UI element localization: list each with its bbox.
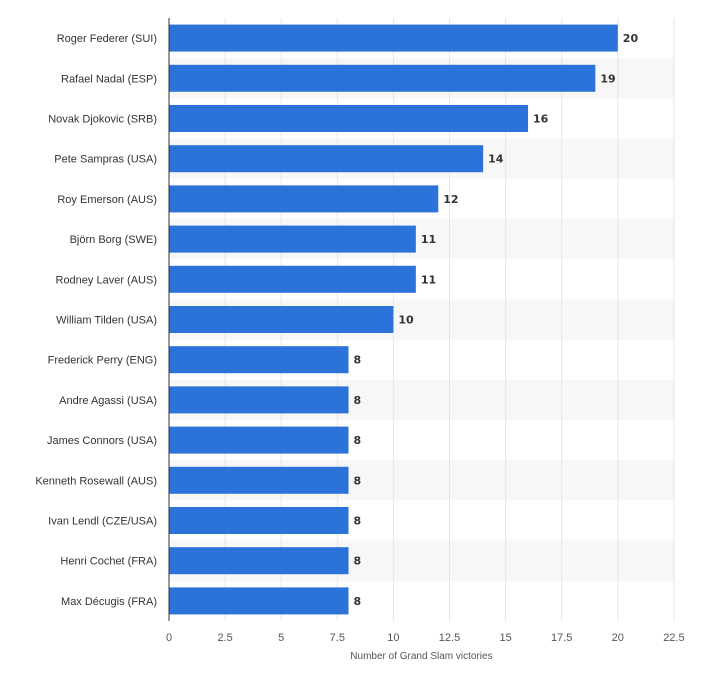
category-label: Björn Borg (SWE)	[70, 234, 157, 246]
x-tick-label: 12.5	[439, 632, 460, 644]
bar[interactable]	[169, 105, 529, 132]
x-tick-label: 7.5	[330, 632, 345, 644]
bar[interactable]	[169, 24, 618, 52]
x-tick-label: 22.5	[663, 632, 684, 644]
data-label: 8	[354, 555, 362, 568]
x-tick-label: 0	[166, 632, 172, 644]
category-label: William Tilden (USA)	[56, 315, 157, 327]
x-axis-ticks: 0 2.5 5 7.5 10 12.5 15 17.5 20 22.5	[166, 632, 685, 644]
category-labels: Roger Federer (SUI) Rafael Nadal (ESP) Nov…	[35, 33, 157, 608]
data-label: 8	[354, 595, 362, 608]
x-tick-label: 10	[387, 632, 399, 644]
data-label: 8	[354, 474, 362, 487]
bar[interactable]	[169, 426, 349, 454]
data-labels: 20 19 16 14 12 11 11 10 8 8 8 8 8 8 8	[354, 32, 639, 608]
data-label: 14	[488, 153, 504, 166]
data-label: 10	[398, 314, 414, 327]
category-label: Henri Cochet (FRA)	[60, 556, 157, 568]
bar[interactable]	[169, 306, 394, 333]
x-tick-label: 5	[278, 632, 284, 644]
bar[interactable]	[169, 507, 349, 534]
bar[interactable]	[169, 587, 349, 615]
category-label: Frederick Perry (ENG)	[48, 355, 157, 367]
x-tick-label: 17.5	[551, 632, 572, 644]
data-label: 8	[354, 515, 362, 528]
bar[interactable]	[169, 185, 439, 213]
x-tick-label: 15	[499, 632, 511, 644]
category-label: Roy Emerson (AUS)	[57, 194, 157, 206]
bar[interactable]	[169, 466, 349, 494]
data-label: 8	[354, 434, 362, 447]
x-axis-title: Number of Grand Slam victories	[350, 651, 492, 662]
bar[interactable]	[169, 265, 416, 293]
category-label: Ivan Lendl (CZE/USA)	[48, 516, 157, 528]
category-label: Rafael Nadal (ESP)	[61, 73, 157, 85]
bar[interactable]	[169, 386, 349, 414]
category-label: Kenneth Rosewall (AUS)	[35, 475, 157, 487]
bar[interactable]	[169, 225, 416, 253]
bar[interactable]	[169, 64, 596, 92]
category-label: Andre Agassi (USA)	[59, 395, 157, 407]
category-label: Roger Federer (SUI)	[57, 33, 157, 45]
category-label: Max Décugis (FRA)	[61, 596, 157, 608]
x-tick-label: 2.5	[217, 632, 232, 644]
data-label: 16	[533, 113, 549, 126]
data-label: 8	[354, 354, 362, 367]
data-label: 12	[443, 193, 458, 206]
category-label: James Connors (USA)	[47, 435, 157, 447]
bar[interactable]	[169, 346, 349, 374]
x-tick-label: 20	[612, 632, 624, 644]
data-label: 19	[600, 72, 615, 85]
data-label: 11	[421, 233, 436, 246]
category-label: Novak Djokovic (SRB)	[48, 114, 157, 126]
bar[interactable]	[169, 145, 484, 173]
bars	[169, 24, 618, 615]
category-label: Pete Sampras (USA)	[54, 154, 157, 166]
data-label: 20	[623, 32, 639, 45]
data-label: 11	[421, 273, 436, 286]
bar[interactable]	[169, 547, 349, 575]
data-label: 8	[354, 394, 362, 407]
category-label: Rodney Laver (AUS)	[56, 274, 158, 286]
